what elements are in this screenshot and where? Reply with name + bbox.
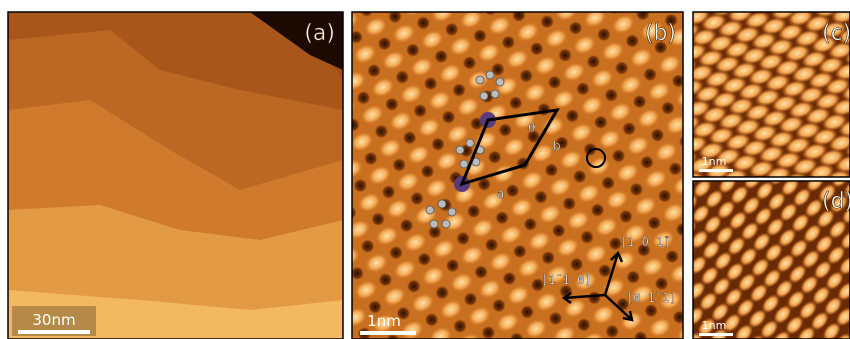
scale-bar xyxy=(360,331,416,335)
scale-bar xyxy=(18,330,90,334)
angle-label: θ xyxy=(528,121,535,135)
direction-label: [1̄ 1 0] xyxy=(541,273,592,287)
panel-b xyxy=(352,12,683,339)
direction-label: [0 1̄ 1] xyxy=(626,291,677,305)
panel-label: (a) xyxy=(304,21,335,46)
scale-bar xyxy=(699,333,733,336)
scale-text: 1nm xyxy=(702,155,727,168)
stm-image xyxy=(352,12,683,339)
panel-a xyxy=(8,12,343,339)
panel-label: (d) xyxy=(822,189,850,214)
vector-label: b xyxy=(553,139,561,153)
scale-text: 1nm xyxy=(702,319,727,332)
panel-label: (c) xyxy=(822,21,850,46)
scale-bar xyxy=(699,169,733,172)
figure: (a) 30nm (b) θ a b [1 0 1̄] [1̄ 1 0] [0 … xyxy=(0,0,850,339)
scale-text: 30nm xyxy=(32,311,75,329)
body: (a) 30nm (b) θ a b [1 0 1̄] [1̄ 1 0] [0 … xyxy=(0,0,850,339)
direction-label: [1 0 1̄] xyxy=(620,235,671,249)
scale-text: 1nm xyxy=(367,312,401,330)
panel-label: (b) xyxy=(645,21,676,46)
vector-label: a xyxy=(497,187,504,201)
page: STM figure {"panels": [ {"label": "(a)",… xyxy=(0,0,850,339)
